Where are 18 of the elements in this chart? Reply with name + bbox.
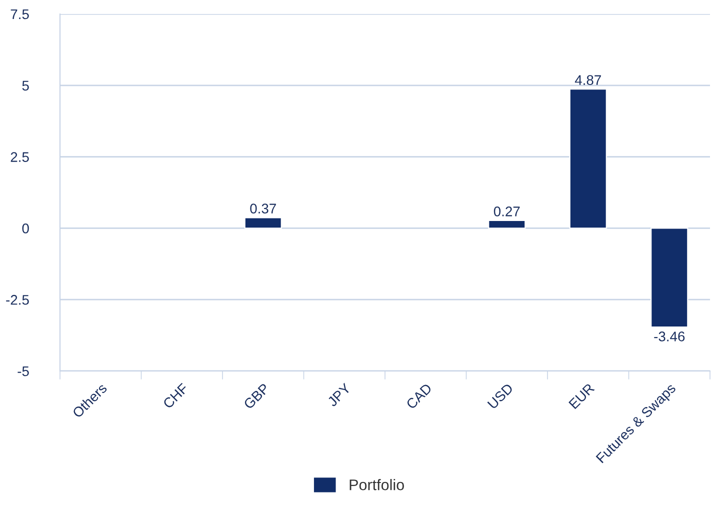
y-tick-label: 5	[22, 80, 29, 91]
data-label: -3.46	[654, 332, 685, 342]
x-tick-label: CAD	[406, 382, 432, 410]
bar	[488, 220, 526, 229]
y-tick-label: 7.5	[10, 9, 29, 20]
data-label: 0.27	[494, 206, 520, 216]
bar	[244, 217, 282, 229]
y-tick-label: -2.5	[6, 294, 29, 305]
bar	[650, 228, 688, 328]
bar	[569, 88, 607, 229]
y-tick-label: -5	[18, 366, 29, 376]
x-tick-label: USD	[487, 382, 514, 410]
y-tick-label: 0	[22, 224, 29, 234]
data-label: 0.37	[250, 204, 276, 214]
x-tick-label: JPY	[326, 382, 352, 408]
y-tick-label: 2.5	[10, 152, 29, 162]
legend-label: Portfolio	[350, 479, 404, 490]
data-label: 4.87	[574, 75, 601, 85]
